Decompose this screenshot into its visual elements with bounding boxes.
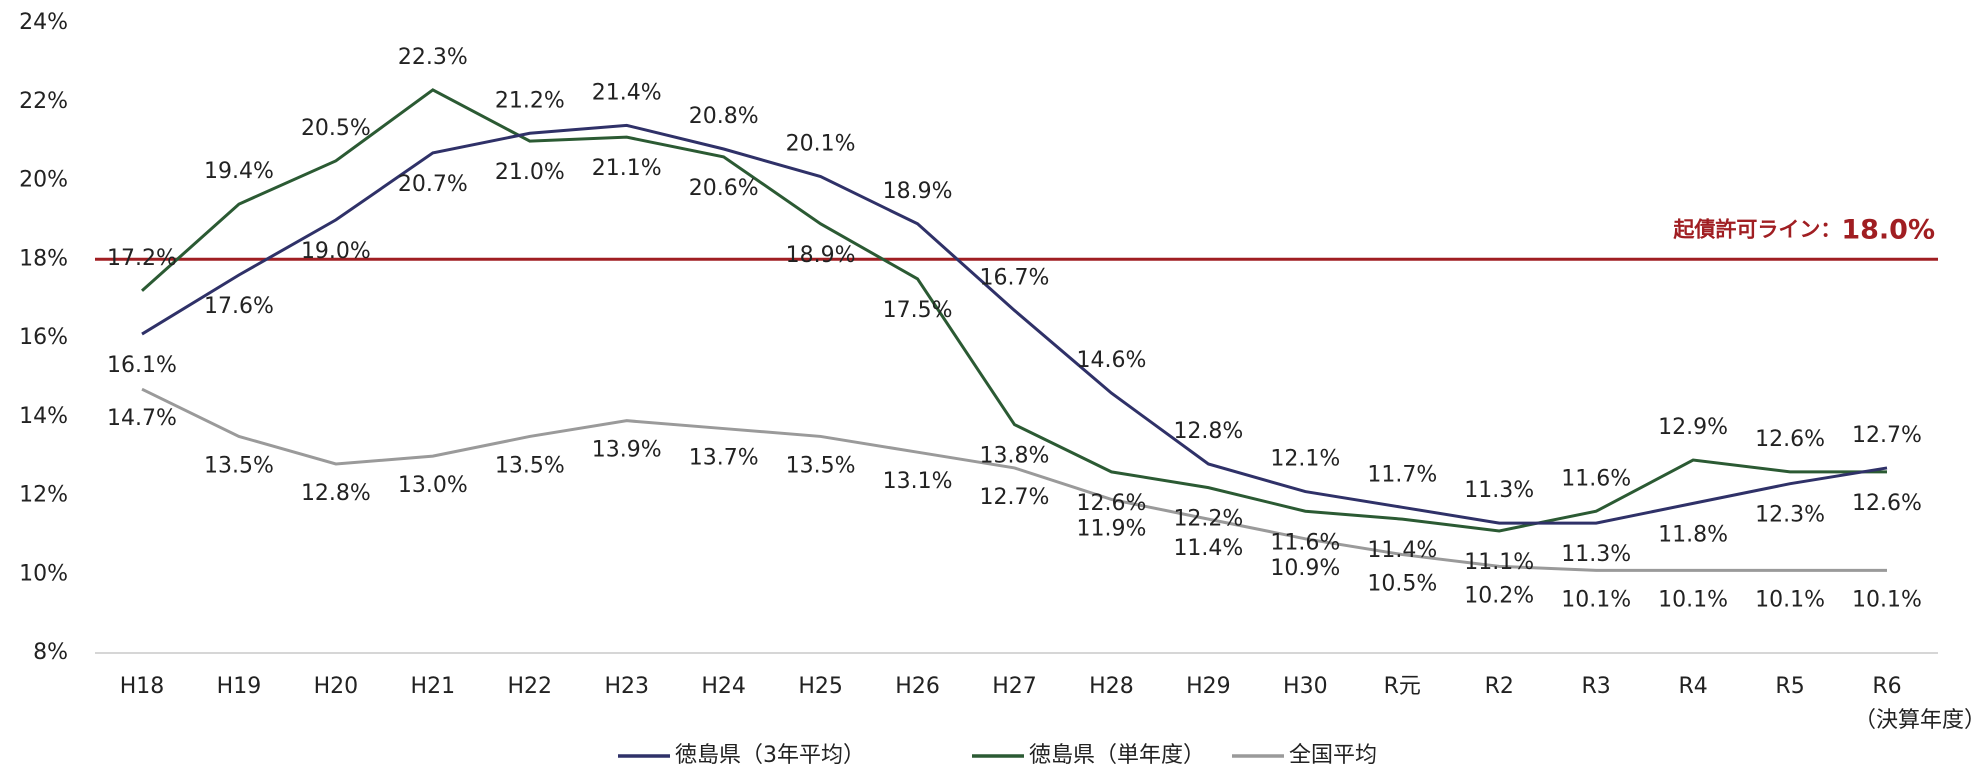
data-label: 11.6% [1270,530,1340,555]
data-label: 11.1% [1464,550,1534,575]
data-label: 17.2% [107,246,177,271]
y-tick-label: 22% [19,89,68,114]
data-label: 22.3% [398,45,468,70]
data-label: 20.8% [689,104,759,129]
data-label: 12.3% [1755,503,1825,528]
y-tick-label: 24% [19,10,68,35]
data-label: 11.7% [1367,462,1437,487]
data-label: 13.1% [883,469,953,494]
data-label: 20.5% [301,116,371,141]
x-note: （決算年度） [1854,708,1984,733]
data-label: 11.3% [1561,542,1631,567]
data-label: 21.2% [495,88,565,113]
data-label: 11.8% [1658,522,1728,547]
data-label: 12.6% [1852,491,1922,516]
data-label: 14.6% [1076,348,1146,373]
x-tick-label: H21 [411,674,456,699]
data-label: 16.1% [107,353,177,378]
data-label: 12.6% [1076,491,1146,516]
data-label: 11.3% [1464,478,1534,503]
data-label: 10.2% [1464,583,1534,608]
reference-label: 起債許可ライン：18.0% [1672,214,1935,245]
x-tick-label: H19 [217,674,262,699]
data-label: 12.8% [1173,419,1243,444]
y-tick-label: 10% [19,561,68,586]
data-label: 19.0% [301,239,371,264]
x-tick-label: H24 [701,674,746,699]
x-tick-label: H27 [992,674,1037,699]
y-tick-label: 14% [19,404,68,429]
y-tick-label: 8% [33,640,68,665]
data-label: 10.1% [1852,587,1922,612]
data-label: 18.9% [786,243,856,268]
data-label: 11.4% [1173,536,1243,561]
data-label: 17.5% [883,298,953,323]
data-label: 13.0% [398,473,468,498]
data-label: 11.6% [1561,466,1631,491]
data-label: 17.6% [204,294,274,319]
series-line [141,387,1887,572]
data-label: 10.5% [1367,572,1437,597]
data-label: 21.0% [495,160,565,185]
data-label: 10.1% [1658,587,1728,612]
data-label: 18.9% [883,179,953,204]
data-label: 20.1% [786,132,856,157]
x-tick-label: R3 [1582,674,1611,699]
series-line [141,123,1888,525]
x-tick-label: R元 [1384,674,1421,699]
data-label: 20.7% [398,172,468,197]
data-label: 14.7% [107,406,177,431]
x-tick-label: R6 [1872,674,1901,699]
y-tick-label: 20% [19,168,68,193]
x-tick-label: H29 [1186,674,1231,699]
data-label: 12.2% [1173,507,1243,532]
data-label: 13.7% [689,446,759,471]
data-label: 11.9% [1076,516,1146,541]
data-label: 12.7% [1852,423,1922,448]
data-label: 21.4% [592,80,662,105]
x-tick-label: R2 [1485,674,1514,699]
data-label: 12.1% [1270,447,1340,472]
x-tick-label: H26 [895,674,940,699]
series-line [141,88,1887,533]
data-label: 13.5% [495,453,565,478]
data-label: 10.1% [1755,587,1825,612]
data-label: 20.6% [689,176,759,201]
y-tick-label: 12% [19,483,68,508]
x-tick-label: R4 [1678,674,1707,699]
x-tick-label: H25 [798,674,843,699]
data-label: 13.5% [786,453,856,478]
x-tick-label: H20 [314,674,359,699]
reference-value: 18.0% [1841,214,1935,245]
data-label: 10.1% [1561,587,1631,612]
x-tick-label: H22 [508,674,553,699]
x-tick-label: H18 [120,674,165,699]
data-label: 12.9% [1658,415,1728,440]
y-tick-label: 18% [19,246,68,271]
x-tick-label: H28 [1089,674,1134,699]
reference-label-text: 起債許可ライン： [1672,217,1841,241]
data-label: 12.8% [301,481,371,506]
legend-label: 全国平均 [1289,743,1377,768]
data-label: 12.6% [1755,427,1825,452]
data-label: 13.9% [592,438,662,463]
legend-label: 徳島県（3年平均） [675,743,865,768]
x-tick-label: H23 [604,674,649,699]
data-label: 12.7% [980,485,1050,510]
legend-label: 徳島県（単年度） [1029,743,1205,768]
y-tick-label: 16% [19,325,68,350]
data-label: 16.7% [980,265,1050,290]
x-tick-label: H30 [1283,674,1328,699]
data-label: 13.5% [204,453,274,478]
data-label: 11.4% [1367,538,1437,563]
data-label: 10.9% [1270,556,1340,581]
data-label: 13.8% [980,444,1050,469]
data-label: 19.4% [204,159,274,184]
data-label: 21.1% [592,156,662,181]
x-tick-label: R5 [1775,674,1804,699]
